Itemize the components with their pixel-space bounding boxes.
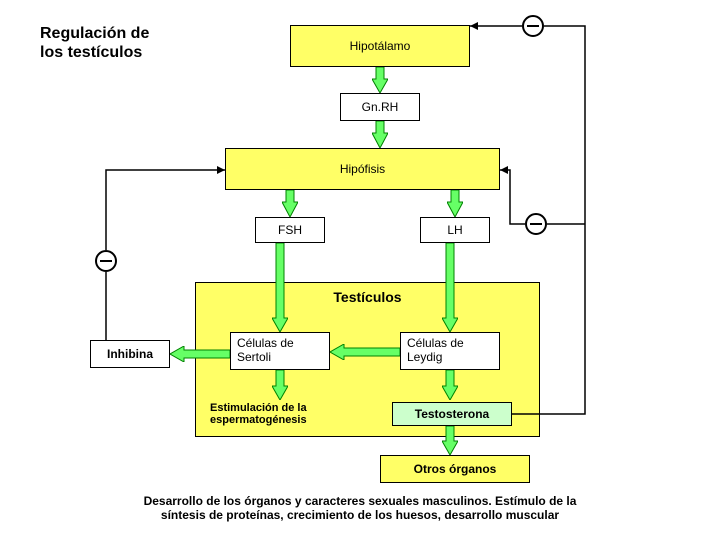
arrow-fsh-sertoli: [272, 243, 288, 332]
node-otros: Otros órganos: [380, 455, 530, 483]
arrow-test-otros: [442, 426, 458, 455]
fsh-label: FSH: [278, 223, 302, 237]
arrow-leydig-test: [442, 370, 458, 400]
arrow-sertoli-inhibina: [170, 346, 230, 362]
otros-label: Otros órganos: [414, 462, 497, 476]
node-hipotalamo: Hipotálamo: [290, 25, 470, 67]
node-lh: LH: [420, 217, 490, 243]
node-testosterona: Testosterona: [392, 402, 512, 426]
node-fsh: FSH: [255, 217, 325, 243]
caption: Desarrollo de los órganos y caracteres s…: [90, 495, 630, 523]
arrow-hipo-lh: [447, 190, 463, 217]
hipofisis-label: Hipófisis: [340, 162, 385, 176]
gnrh-label: Gn.RH: [362, 100, 399, 114]
inhibit-mid: [525, 213, 547, 235]
node-inhibina: Inhibina: [90, 340, 170, 368]
testosterona-label: Testosterona: [415, 407, 489, 421]
page-title: Regulación de los testículos: [40, 24, 149, 62]
arrow-lh-leydig: [442, 243, 458, 332]
arrow-hipo-fsh: [282, 190, 298, 217]
arrow-gnrh-hipo: [372, 121, 388, 148]
node-hipofisis: Hipófisis: [225, 148, 500, 190]
lh-label: LH: [447, 223, 462, 237]
leydig-label: Células de Leydig: [407, 337, 464, 365]
inhibina-label: Inhibina: [107, 347, 153, 361]
inhibit-top: [522, 15, 544, 37]
node-sertoli: Células de Sertoli: [230, 332, 330, 370]
arrow-hipo-gnrh: [372, 67, 388, 93]
node-gnrh: Gn.RH: [340, 93, 420, 121]
testiculos-label: Testículos: [333, 289, 401, 305]
arrow-leydig-sertoli: [330, 344, 400, 360]
node-leydig: Células de Leydig: [400, 332, 500, 370]
sertoli-label: Células de Sertoli: [237, 337, 294, 365]
hipotalamo-label: Hipotálamo: [350, 39, 411, 53]
espermato-label: Estimulación de la espermatogénesis: [210, 402, 307, 426]
inhibit-left: [95, 250, 117, 272]
arrow-sertoli-esp: [272, 370, 288, 400]
